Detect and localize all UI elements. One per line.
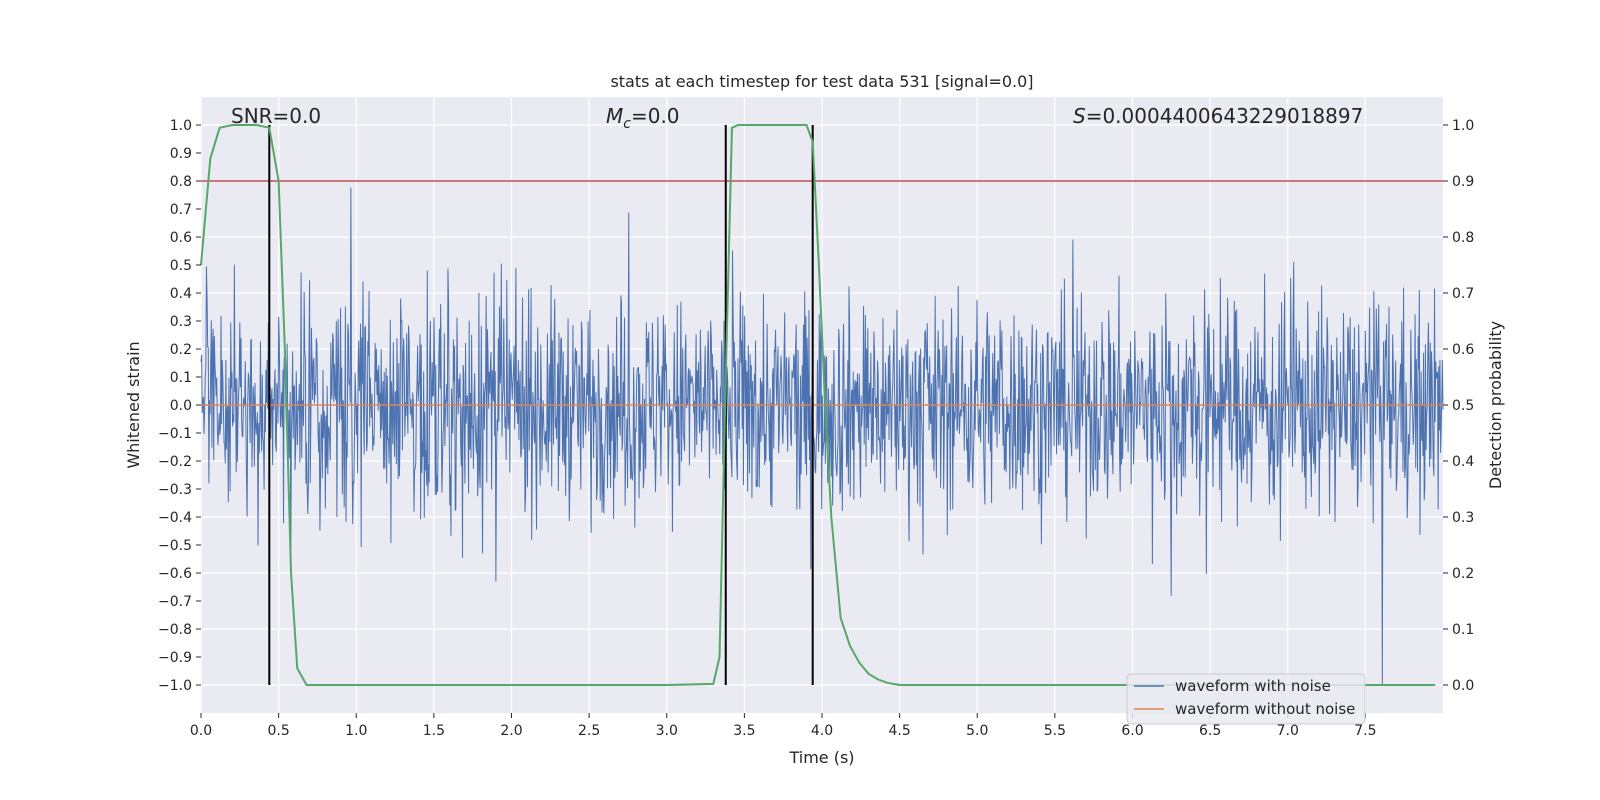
y-tick-label: −0.7	[158, 594, 192, 610]
x-tick-label: 7.5	[1354, 723, 1376, 739]
y-tick-label: 0.0	[170, 398, 192, 414]
score-value: =0.0004400643229018897	[1086, 104, 1364, 128]
y-tick-label: 0.4	[170, 286, 192, 302]
x-tick-label: 3.5	[733, 723, 755, 739]
y-tick-label: 0.5	[170, 258, 192, 274]
x-axis-ticks: 0.0 0.5 1.0 1.5 2.0 2.5 3.0 3.5 4.0 4.5 5.0 5.5 6.0 6…	[190, 713, 1377, 739]
legend: waveform with noise waveform without noi…	[1126, 673, 1366, 725]
y-right-tick-label: 0.0	[1452, 678, 1474, 694]
x-tick-label: 1.5	[423, 723, 445, 739]
x-tick-label: 1.0	[345, 723, 367, 739]
y-tick-label: −0.3	[158, 482, 192, 498]
snr-annotation: SNR=0.0	[231, 104, 321, 128]
x-tick-label: 2.5	[578, 723, 600, 739]
y-right-tick-label: 0.1	[1452, 622, 1474, 638]
x-tick-label: 6.5	[1199, 723, 1221, 739]
x-tick-label: 6.0	[1121, 723, 1143, 739]
y-axis-label: Whitened strain	[124, 341, 143, 468]
x-tick-label: 7.0	[1277, 723, 1299, 739]
x-tick-label: 0.0	[190, 723, 212, 739]
y-tick-label: 1.0	[170, 118, 192, 134]
detection-probability-line	[200, 124, 1436, 686]
y-right-tick-label: 0.4	[1452, 454, 1474, 470]
y-right-axis-ticks: 0.0 0.1 0.2 0.3 0.4 0.5 0.6 0.7 0.8 0.9 1.0	[1443, 118, 1474, 694]
y-right-axis-label: Detection probability	[1486, 321, 1505, 489]
y-tick-label: 0.6	[170, 230, 192, 246]
x-tick-label: 3.0	[656, 723, 678, 739]
x-tick-label: 4.0	[811, 723, 833, 739]
y-tick-label: −0.5	[158, 538, 192, 554]
y-tick-label: −1.0	[158, 678, 192, 694]
legend-frame	[1126, 673, 1366, 725]
x-tick-label: 2.0	[500, 723, 522, 739]
score-symbol: S	[1073, 104, 1086, 128]
x-tick-label: 4.5	[888, 723, 910, 739]
y-right-tick-label: 1.0	[1452, 118, 1474, 134]
y-right-tick-label: 0.8	[1452, 230, 1474, 246]
chirp-mass-subscript: c	[623, 116, 631, 132]
x-tick-label: 5.0	[966, 723, 988, 739]
y-tick-label: 0.7	[170, 202, 192, 218]
y-tick-label: 0.3	[170, 314, 192, 330]
y-right-tick-label: 0.5	[1452, 398, 1474, 414]
overlay-lines	[200, 124, 1443, 686]
y-right-tick-label: 0.7	[1452, 286, 1474, 302]
y-tick-label: −0.9	[158, 650, 192, 666]
y-right-tick-label: 0.3	[1452, 510, 1474, 526]
y-right-tick-label: 0.9	[1452, 174, 1474, 190]
legend-label-clean: waveform without noise	[1175, 700, 1355, 718]
y-tick-label: −0.6	[158, 566, 192, 582]
x-tick-label: 0.5	[267, 723, 289, 739]
y-axis-ticks: −1.0 −0.9 −0.8 −0.7 −0.6 −0.5 −0.4 −0.3 −0.2 −0.1…	[158, 118, 201, 694]
chirp-mass-annotation: Mc=0.0	[606, 104, 680, 132]
y-tick-label: 0.1	[170, 370, 192, 386]
noisy-waveform-series	[200, 187, 1444, 686]
legend-label-noisy: waveform with noise	[1175, 677, 1331, 695]
score-annotation: S=0.0004400643229018897	[1073, 104, 1363, 128]
y-right-tick-label: 0.2	[1452, 566, 1474, 582]
chirp-mass-symbol: M	[606, 104, 623, 128]
x-axis-label: Time (s)	[788, 748, 854, 767]
chart-title: stats at each timestep for test data 531…	[610, 72, 1033, 91]
y-tick-label: 0.9	[170, 146, 192, 162]
y-tick-label: −0.2	[158, 454, 192, 470]
y-tick-label: 0.8	[170, 174, 192, 190]
y-tick-label: −0.1	[158, 426, 192, 442]
y-right-tick-label: 0.6	[1452, 342, 1474, 358]
y-tick-label: −0.8	[158, 622, 192, 638]
x-tick-label: 5.5	[1044, 723, 1066, 739]
chirp-mass-value: =0.0	[631, 104, 680, 128]
noisy-waveform-line	[200, 187, 1444, 686]
y-tick-label: −0.4	[158, 510, 192, 526]
y-tick-label: 0.2	[170, 342, 192, 358]
